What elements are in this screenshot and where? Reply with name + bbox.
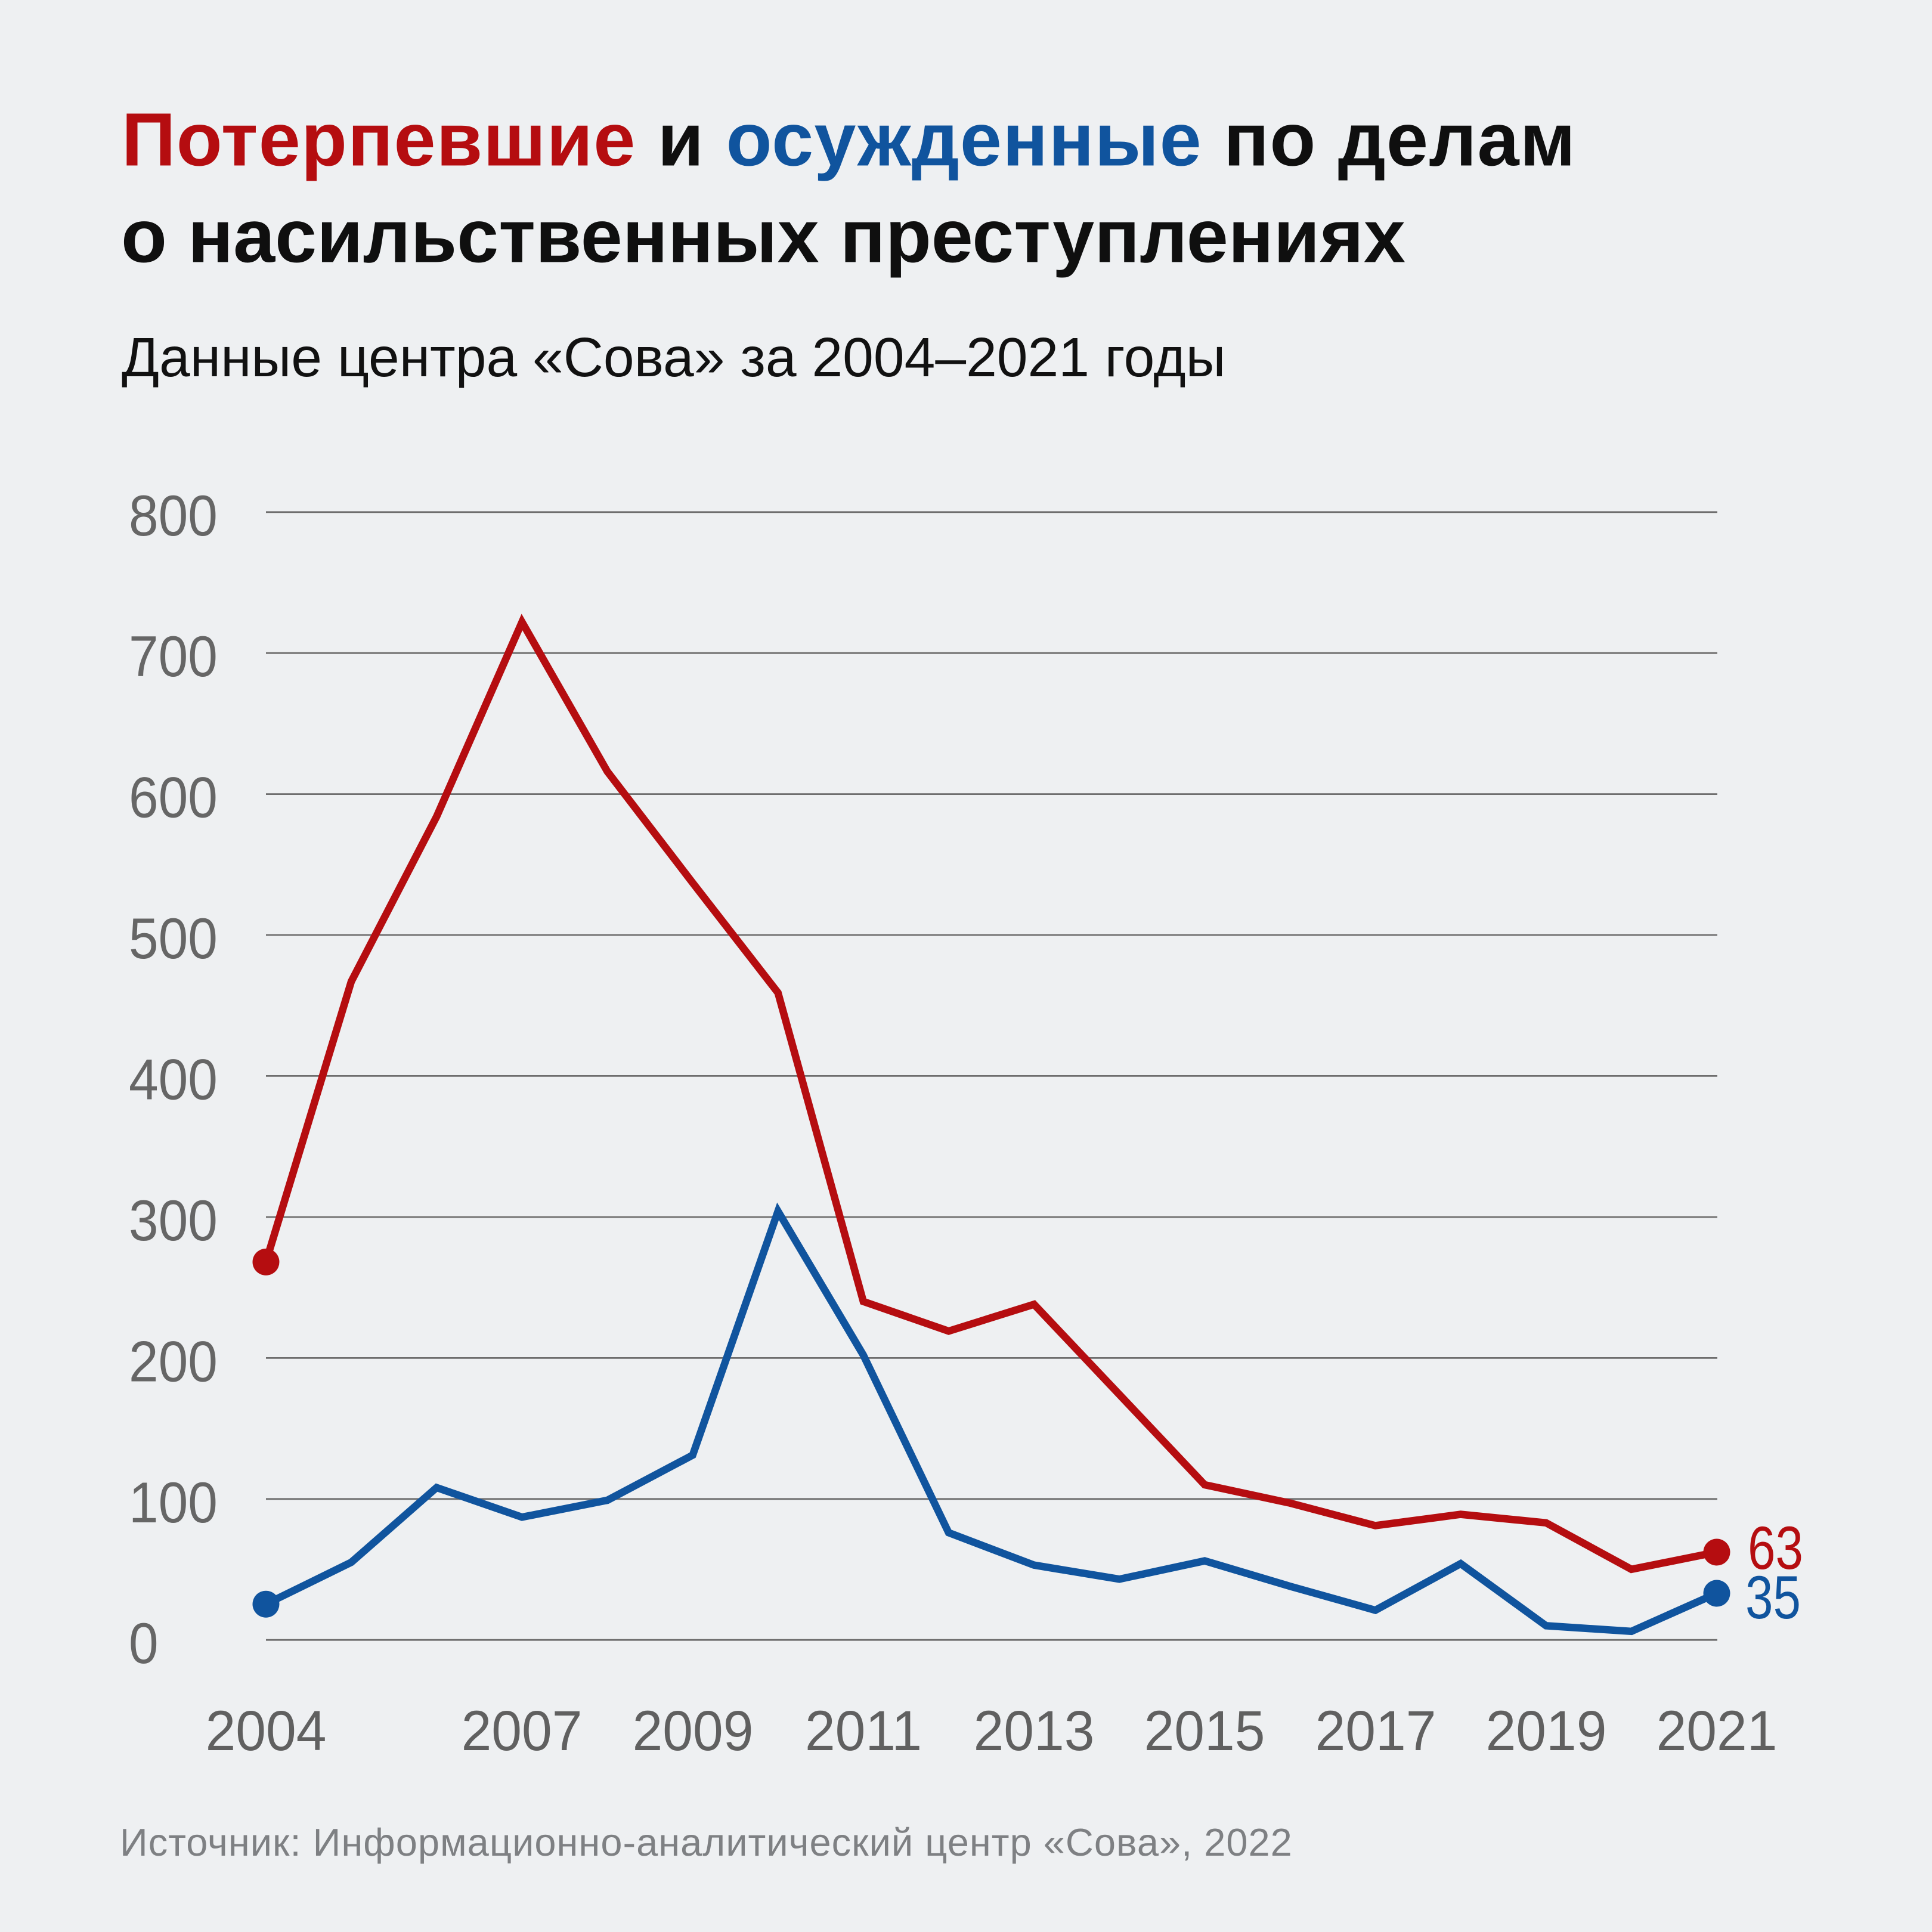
svg-text:63: 63 <box>1748 1514 1803 1582</box>
svg-text:2013: 2013 <box>974 1699 1095 1762</box>
svg-text:2017: 2017 <box>1315 1699 1436 1762</box>
svg-text:600: 600 <box>129 765 218 829</box>
svg-text:300: 300 <box>129 1188 218 1253</box>
svg-text:200: 200 <box>129 1329 218 1394</box>
svg-text:500: 500 <box>129 906 218 971</box>
svg-text:о насильственных преступлениях: о насильственных преступлениях <box>121 194 1405 278</box>
svg-text:2007: 2007 <box>462 1699 583 1762</box>
svg-text:Потерпевшие и осужденные по де: Потерпевшие и осужденные по делам <box>122 98 1576 182</box>
svg-text:2004: 2004 <box>206 1699 327 1762</box>
svg-text:2021: 2021 <box>1657 1699 1778 1762</box>
svg-text:700: 700 <box>129 624 218 689</box>
svg-text:2011: 2011 <box>805 1699 922 1762</box>
svg-text:800: 800 <box>129 483 218 547</box>
svg-text:Данные центра «Сова» за 2004–2: Данные центра «Сова» за 2004–2021 годы <box>122 326 1225 388</box>
svg-text:2019: 2019 <box>1486 1699 1607 1762</box>
svg-text:Источник: Информационно-аналит: Источник: Информационно-аналитический це… <box>120 1820 1293 1864</box>
svg-text:35: 35 <box>1745 1563 1801 1631</box>
svg-text:2015: 2015 <box>1144 1699 1265 1762</box>
svg-text:400: 400 <box>129 1047 218 1111</box>
svg-text:2009: 2009 <box>633 1699 754 1762</box>
svg-text:100: 100 <box>129 1470 218 1534</box>
svg-text:0: 0 <box>129 1611 159 1676</box>
